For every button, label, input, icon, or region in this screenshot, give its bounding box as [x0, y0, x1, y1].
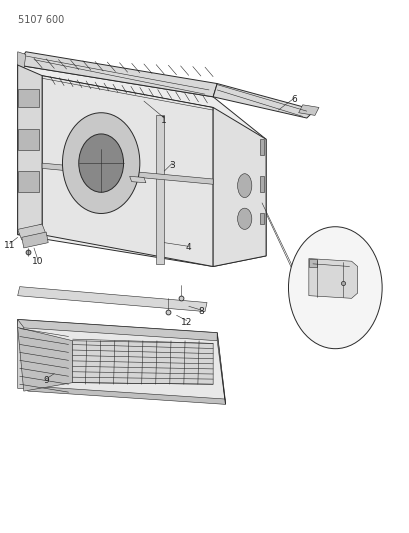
Polygon shape	[18, 319, 217, 341]
Polygon shape	[18, 327, 72, 391]
Polygon shape	[18, 319, 28, 389]
Bar	[18, 171, 39, 192]
Bar	[259, 214, 263, 224]
Text: 13: 13	[331, 302, 342, 311]
Polygon shape	[213, 108, 265, 266]
Polygon shape	[26, 386, 225, 405]
Text: 11: 11	[4, 241, 15, 250]
Text: 9: 9	[43, 376, 49, 385]
Polygon shape	[18, 319, 225, 402]
Polygon shape	[18, 65, 265, 266]
Polygon shape	[18, 65, 42, 235]
Bar	[259, 176, 263, 192]
Polygon shape	[18, 224, 46, 240]
Text: 5: 5	[96, 196, 102, 205]
Text: 6: 6	[291, 95, 297, 104]
Polygon shape	[308, 259, 316, 266]
Polygon shape	[156, 115, 164, 264]
Text: 12: 12	[180, 318, 192, 327]
Text: 4: 4	[185, 244, 191, 253]
Bar	[18, 89, 39, 108]
Ellipse shape	[237, 174, 251, 198]
Text: 8: 8	[198, 307, 203, 316]
Text: 7: 7	[360, 299, 366, 308]
Circle shape	[288, 227, 381, 349]
Polygon shape	[298, 105, 318, 115]
Polygon shape	[42, 163, 213, 184]
Polygon shape	[72, 341, 213, 384]
Polygon shape	[129, 176, 146, 183]
Polygon shape	[217, 333, 225, 405]
Bar	[259, 139, 263, 155]
Text: 2: 2	[128, 174, 134, 183]
Ellipse shape	[237, 208, 251, 229]
Polygon shape	[18, 287, 207, 312]
Text: 10: 10	[32, 257, 44, 265]
Polygon shape	[213, 84, 314, 118]
Text: 3: 3	[169, 161, 175, 170]
Polygon shape	[18, 52, 26, 70]
Polygon shape	[18, 52, 217, 97]
Polygon shape	[42, 76, 213, 266]
Text: 5107 600: 5107 600	[18, 14, 64, 25]
Polygon shape	[308, 259, 357, 298]
Text: 1: 1	[161, 116, 167, 125]
Circle shape	[62, 113, 139, 214]
Polygon shape	[22, 232, 48, 248]
Bar	[18, 128, 39, 150]
Circle shape	[79, 134, 123, 192]
